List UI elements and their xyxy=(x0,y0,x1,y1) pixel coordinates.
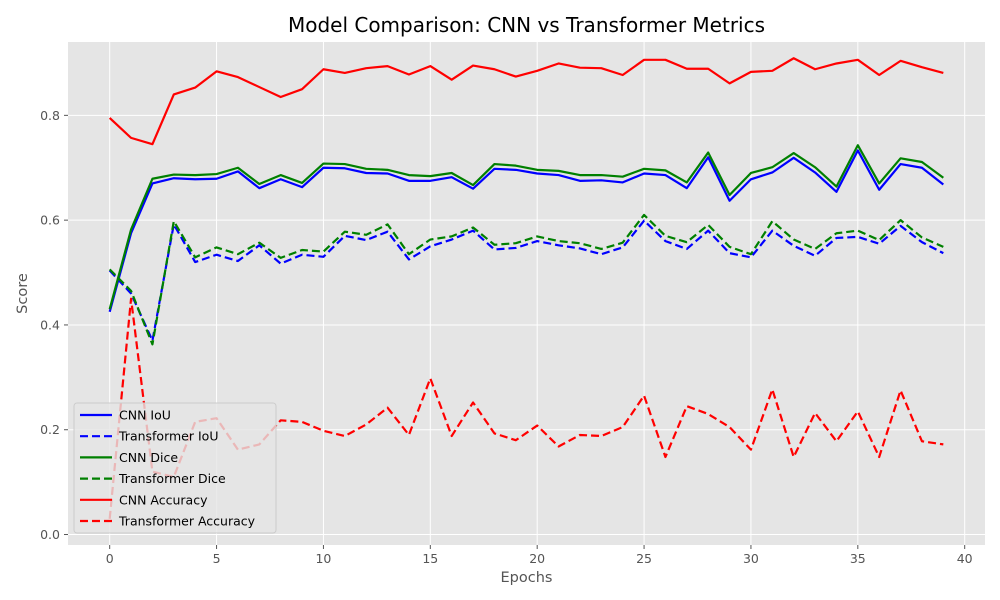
legend-label: CNN IoU xyxy=(119,408,171,423)
y-tick-label: 0.6 xyxy=(40,213,60,228)
y-tick-label: 0.4 xyxy=(40,317,60,332)
series-line-cnn-accuracy xyxy=(108,57,944,146)
legend: CNN IoU Transformer IoU CNN Dice Transforme… xyxy=(73,402,277,534)
x-tick-label: 10 xyxy=(315,551,331,566)
legend-label: CNN Dice xyxy=(119,450,178,465)
x-tick-label: 15 xyxy=(422,551,438,566)
x-axis-label: Epochs xyxy=(501,570,553,586)
legend-label: Transformer Accuracy xyxy=(118,514,256,529)
series-line-cnn-dice xyxy=(108,144,944,310)
legend-label: CNN Accuracy xyxy=(119,492,208,507)
y-tick-label: 0.0 xyxy=(40,527,60,542)
grid xyxy=(68,42,985,545)
series-line-transformer-dice xyxy=(108,213,944,346)
legend-label: Transformer Dice xyxy=(118,471,226,486)
x-tick-label: 40 xyxy=(957,551,973,566)
x-tick-label: 35 xyxy=(850,551,866,566)
axis-ticks: 0 5 10 15 20 25 30 35 40 0.0 0.2 0.4 0.6 0.8 xyxy=(40,108,973,566)
x-tick-label: 30 xyxy=(743,551,759,566)
legend-label: Transformer IoU xyxy=(118,429,218,444)
series-line-transformer-iou xyxy=(108,219,944,342)
y-axis-label: Score xyxy=(15,273,31,314)
chart-title: Model Comparison: CNN vs Transformer Met… xyxy=(288,13,765,37)
x-tick-label: 20 xyxy=(529,551,545,566)
series-line-cnn-iou xyxy=(108,149,944,313)
x-tick-label: 5 xyxy=(213,551,221,566)
y-tick-label: 0.8 xyxy=(40,108,60,123)
legend-box xyxy=(73,402,277,534)
x-tick-label: 25 xyxy=(636,551,652,566)
x-tick-label: 0 xyxy=(106,551,114,566)
y-tick-label: 0.2 xyxy=(40,422,60,437)
